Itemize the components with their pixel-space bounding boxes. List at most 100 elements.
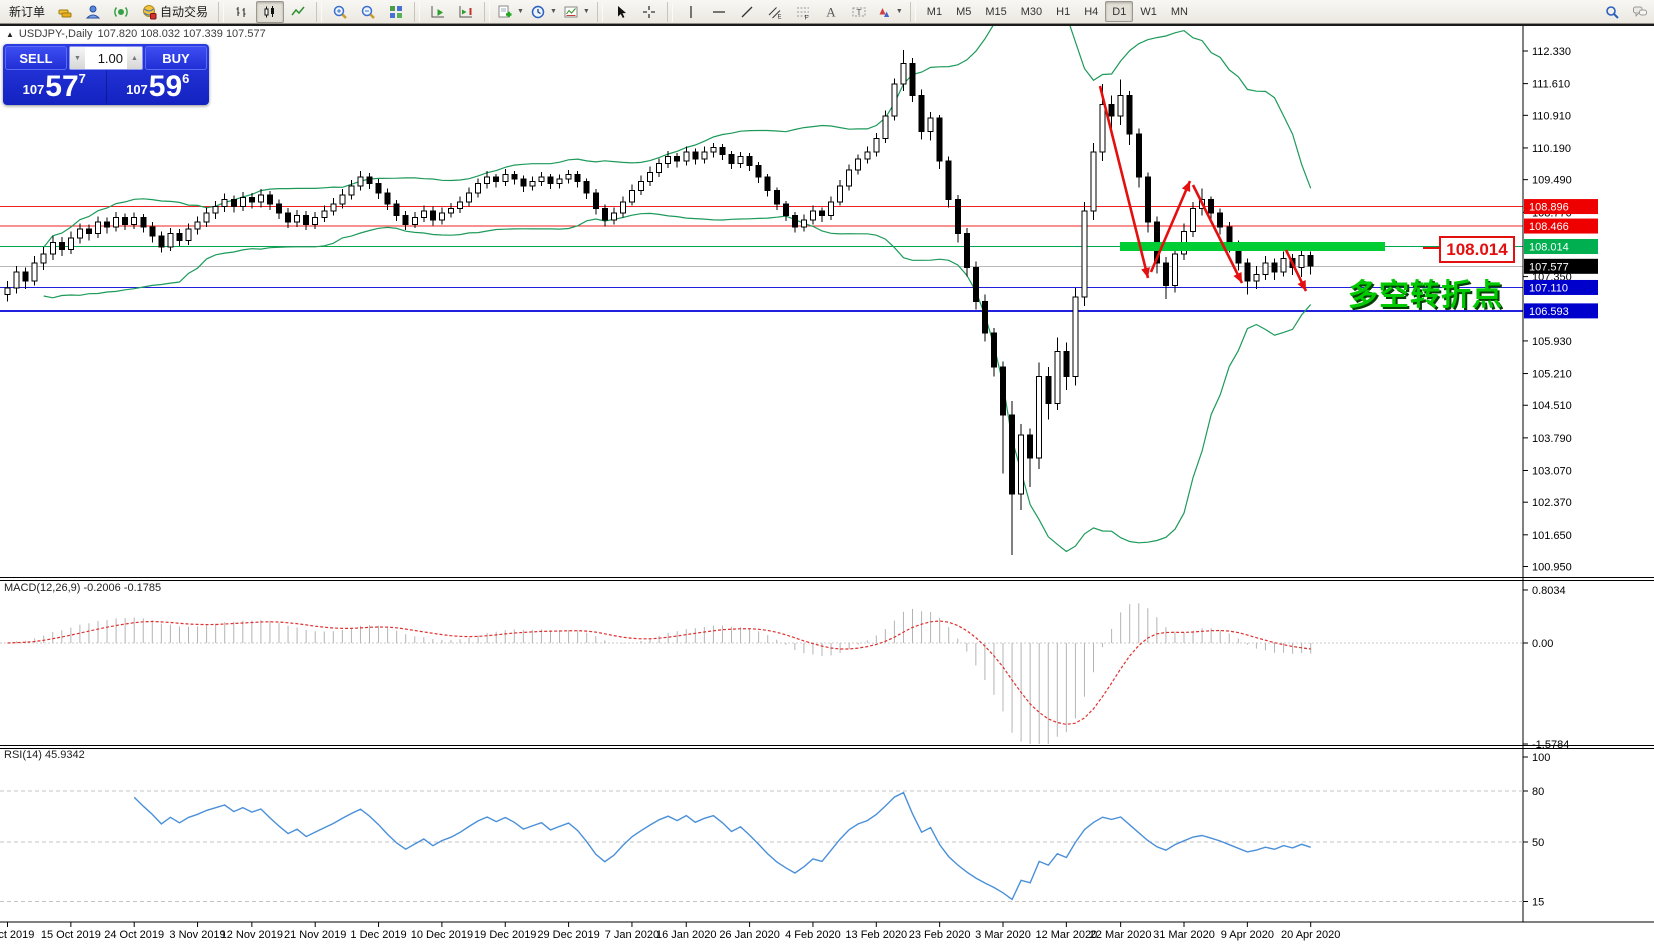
volume-control: ▼ ▲: [69, 46, 143, 70]
auto-trading-button[interactable]: 自动交易: [135, 1, 214, 23]
buy-button[interactable]: BUY: [145, 46, 207, 70]
chevron-down-icon[interactable]: ▼: [549, 8, 557, 15]
indicators-button[interactable]: ▼: [494, 1, 527, 23]
macd-panel[interactable]: 0.8034 0.00 -1.5784: [0, 585, 1569, 751]
svg-text:29 Dec 2019: 29 Dec 2019: [537, 929, 599, 941]
trend-arrow-line[interactable]: [1191, 184, 1244, 284]
templates-button[interactable]: ▼: [560, 1, 593, 23]
draw-vline-button[interactable]: [677, 1, 705, 23]
chevron-down-icon[interactable]: ▼: [517, 8, 524, 15]
svg-text:A: A: [826, 4, 836, 19]
chevron-down-icon[interactable]: ▼: [895, 8, 903, 15]
periods-button[interactable]: ▼: [527, 1, 560, 23]
rsi-panel[interactable]: 100 80 50 15: [0, 752, 1550, 909]
volume-input[interactable]: [85, 47, 127, 69]
candle: [583, 180, 590, 194]
chat-icon: [1633, 6, 1647, 17]
zoom-in-button[interactable]: [326, 1, 354, 23]
bollinger-lower-band: [43, 212, 1312, 553]
svg-text:F: F: [804, 14, 808, 20]
svg-text:100.950: 100.950: [1532, 562, 1572, 574]
crosshair-button[interactable]: [635, 1, 663, 23]
svg-text:7 Jan 2020: 7 Jan 2020: [605, 929, 659, 941]
candle: [1271, 262, 1278, 273]
candle: [1054, 350, 1061, 404]
fibo-icon: F: [796, 7, 809, 20]
new-order-button[interactable]: 新订单: [3, 1, 51, 23]
candle: [819, 210, 825, 216]
volume-decrease-button[interactable]: ▼: [70, 47, 85, 69]
timeframe-button-mn[interactable]: MN: [1170, 5, 1188, 18]
candle: [1171, 253, 1178, 287]
chevron-down-icon[interactable]: ▼: [582, 8, 590, 15]
candle: [176, 233, 183, 241]
chart-shift-button[interactable]: [452, 1, 480, 23]
candle: [828, 201, 835, 216]
green-level-bar[interactable]: [1120, 242, 1385, 252]
text-icon: A: [826, 4, 836, 19]
svg-text:1 Dec 2019: 1 Dec 2019: [350, 929, 406, 941]
price-chart[interactable]: 112.330111.610110.910110.190109.490108.7…: [0, 24, 1654, 946]
chat-button[interactable]: [1626, 1, 1654, 23]
buy-price[interactable]: 107 59 6: [105, 70, 210, 103]
timeframe-button-h1[interactable]: H1: [1056, 5, 1071, 18]
bar-chart-button[interactable]: [228, 1, 256, 23]
cursor-icon: [617, 5, 626, 18]
auto-scroll-button[interactable]: [424, 1, 452, 23]
svg-text:16 Jan 2020: 16 Jan 2020: [656, 929, 717, 941]
line-chart-button[interactable]: [284, 1, 312, 23]
candle: [773, 190, 780, 205]
svg-text:105.930: 105.930: [1532, 336, 1572, 348]
candle: [257, 194, 264, 203]
svg-text:108.014: 108.014: [1529, 242, 1569, 254]
draw-channel-button[interactable]: E: [761, 1, 789, 23]
timeframe-button-m15[interactable]: M15: [985, 5, 1007, 18]
svg-text:100: 100: [1532, 752, 1550, 764]
timeframe-button-m1[interactable]: M1: [926, 5, 943, 18]
sell-button[interactable]: SELL: [5, 46, 67, 70]
candle: [701, 151, 708, 160]
candle: [1063, 350, 1070, 377]
draw-fibonacci-button[interactable]: F: [789, 1, 817, 23]
svg-text:106.593: 106.593: [1529, 306, 1569, 318]
shapes-icon: [879, 7, 890, 17]
draw-text-button[interactable]: A: [817, 1, 845, 23]
draw-trendline-button[interactable]: [733, 1, 761, 23]
sell-price[interactable]: 107 57 7: [22, 70, 86, 103]
navigator-button[interactable]: [107, 1, 135, 23]
trend-arrow-line[interactable]: [1149, 180, 1192, 273]
candle: [1162, 262, 1169, 287]
volume-increase-button[interactable]: ▲: [127, 47, 142, 69]
zoom-out-button[interactable]: [354, 1, 382, 23]
price-badge: [1524, 199, 1598, 215]
data-window-button[interactable]: [79, 1, 107, 23]
svg-text:3 Mar 2020: 3 Mar 2020: [975, 929, 1031, 941]
toolbar-separator: [316, 1, 323, 22]
candle: [149, 226, 156, 237]
rsi-line: [133, 791, 1311, 901]
timeframe-button-m5[interactable]: M5: [956, 5, 972, 18]
tile-windows-button[interactable]: [382, 1, 410, 23]
main-chart-area[interactable]: [0, 24, 1523, 556]
bars-icon: [236, 6, 246, 17]
draw-hline-button[interactable]: [705, 1, 733, 23]
price-badge: [1524, 279, 1598, 295]
collapse-triangle-icon[interactable]: ▲: [6, 29, 14, 39]
cursor-button[interactable]: [607, 1, 635, 23]
svg-text:50: 50: [1532, 837, 1544, 849]
draw-label-button[interactable]: T: [845, 1, 873, 23]
timeframe-button-w1[interactable]: W1: [1140, 5, 1157, 18]
candle: [547, 176, 554, 185]
timeframe-button-m30[interactable]: M30: [1020, 5, 1043, 18]
draw-shapes-button[interactable]: ▼: [873, 1, 906, 23]
toolbar-separator: [484, 1, 491, 22]
trend-arrow-head: [1233, 272, 1242, 283]
trend-arrow-line[interactable]: [1098, 85, 1150, 279]
market-watch-button[interactable]: [51, 1, 79, 23]
timeframe-button-d1[interactable]: D1: [1105, 1, 1134, 22]
candlestick-chart-button[interactable]: [256, 0, 285, 23]
timeframe-button-h4[interactable]: H4: [1084, 5, 1099, 18]
candle: [737, 156, 744, 164]
search-button[interactable]: [1598, 1, 1626, 23]
candle: [429, 210, 436, 221]
